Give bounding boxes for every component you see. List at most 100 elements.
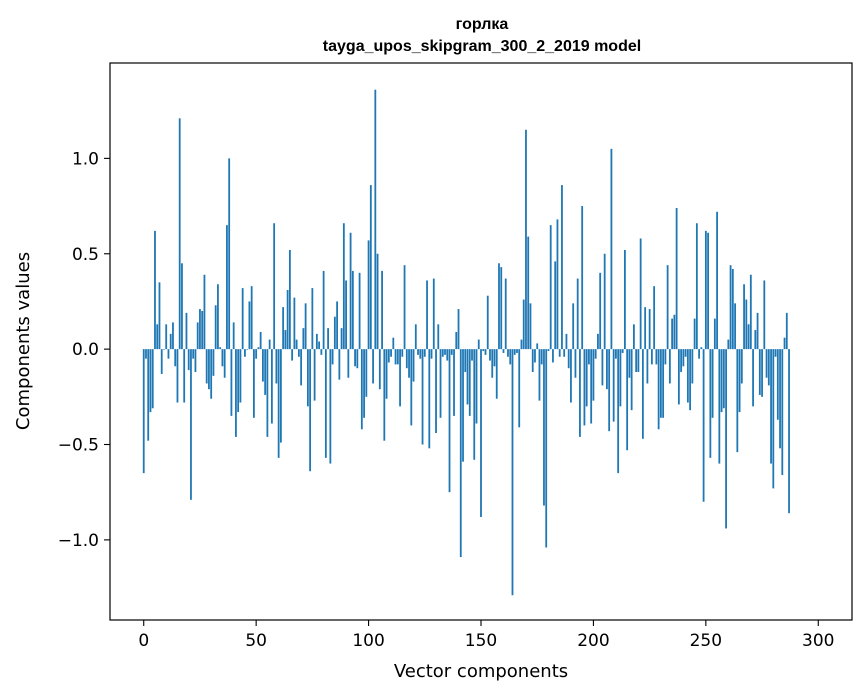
bar-184 (556, 219, 559, 350)
y-tick-label: −0.5 (58, 436, 99, 456)
bar-147 (473, 349, 476, 460)
bar-262 (731, 269, 734, 350)
bar-72 (304, 303, 307, 350)
bar-129 (432, 278, 435, 350)
bar-261 (729, 265, 732, 350)
bar-236 (673, 314, 676, 350)
bar-19 (185, 312, 188, 350)
bar-117 (405, 349, 408, 369)
bar-63 (284, 330, 287, 350)
bar-0 (142, 349, 145, 474)
bar-263 (734, 303, 736, 350)
bar-237 (675, 207, 678, 350)
bar-212 (619, 349, 622, 407)
bar-267 (743, 284, 745, 350)
bar-242 (686, 349, 689, 403)
bar-86 (336, 301, 338, 350)
bar-64 (286, 290, 289, 350)
bar-230 (659, 349, 662, 418)
bar-127 (428, 349, 431, 449)
bar-201 (594, 349, 597, 359)
bar-279 (770, 349, 772, 464)
bar-220 (637, 349, 640, 373)
bar-282 (776, 349, 779, 420)
bar-89 (342, 223, 345, 350)
bar-108 (385, 349, 388, 399)
bar-275 (761, 349, 763, 397)
bar-149 (477, 339, 480, 350)
plot-frame (109, 62, 853, 621)
bar-131 (437, 324, 440, 350)
bar-138 (453, 349, 455, 416)
bar-51 (257, 347, 260, 350)
bar-27 (203, 274, 206, 350)
bar-146 (471, 349, 473, 361)
bar-158 (498, 263, 500, 350)
bar-29 (208, 349, 210, 390)
y-axis-ticks: −1.0 −0.5 0.0 0.5 1.0 (58, 149, 110, 551)
bar-281 (774, 349, 777, 357)
bar-4 (151, 349, 154, 409)
bar-102 (372, 349, 374, 384)
bar-118 (408, 349, 410, 378)
bar-176 (538, 349, 541, 401)
bar-58 (273, 223, 276, 350)
bar-283 (779, 349, 781, 449)
bar-101 (369, 185, 372, 350)
bar-252 (709, 349, 712, 458)
bar-124 (421, 349, 424, 445)
bar-79 (320, 349, 323, 355)
bar-38 (228, 158, 231, 350)
bar-277 (765, 349, 768, 378)
bar-151 (482, 349, 485, 352)
bar-223 (644, 307, 647, 350)
bar-165 (513, 349, 516, 355)
bar-211 (617, 349, 620, 474)
bar-2 (147, 349, 150, 441)
bar-74 (309, 349, 312, 472)
bar-232 (664, 349, 667, 365)
bar-20 (187, 349, 190, 371)
bar-59 (275, 349, 278, 384)
bar-175 (536, 343, 539, 350)
bar-136 (448, 349, 451, 493)
bar-286 (785, 312, 788, 350)
bar-204 (601, 349, 604, 386)
bar-162 (507, 349, 509, 357)
bar-106 (381, 270, 383, 350)
y-tick-label: 1.0 (72, 149, 99, 169)
bar-65 (288, 249, 291, 350)
bar-122 (417, 349, 419, 355)
bar-248 (700, 347, 703, 350)
bar-24 (196, 322, 199, 350)
bar-84 (331, 349, 334, 365)
bar-25 (199, 309, 201, 350)
bar-116 (403, 265, 406, 350)
bar-133 (441, 349, 444, 357)
bar-270 (749, 274, 752, 350)
bar-199 (590, 349, 593, 424)
bar-114 (399, 349, 401, 407)
x-tick-label: 50 (245, 631, 267, 651)
bar-105 (378, 349, 381, 390)
bar-258 (722, 349, 725, 409)
bar-214 (624, 249, 626, 350)
bar-112 (394, 349, 397, 365)
bar-217 (630, 349, 633, 411)
bar-243 (689, 349, 692, 411)
bar-209 (612, 349, 615, 422)
bar-218 (633, 324, 635, 350)
bar-28 (205, 349, 208, 384)
bar-235 (671, 318, 674, 350)
bar-32 (214, 305, 217, 350)
bar-154 (489, 349, 491, 361)
bar-87 (338, 349, 341, 380)
x-tick-label: 0 (138, 631, 149, 651)
bar-202 (597, 333, 599, 350)
bar-97 (360, 349, 363, 430)
bar-16 (178, 118, 181, 350)
bar-233 (666, 265, 669, 350)
bar-68 (295, 339, 298, 350)
bar-205 (603, 253, 606, 350)
bar-34 (219, 347, 222, 350)
